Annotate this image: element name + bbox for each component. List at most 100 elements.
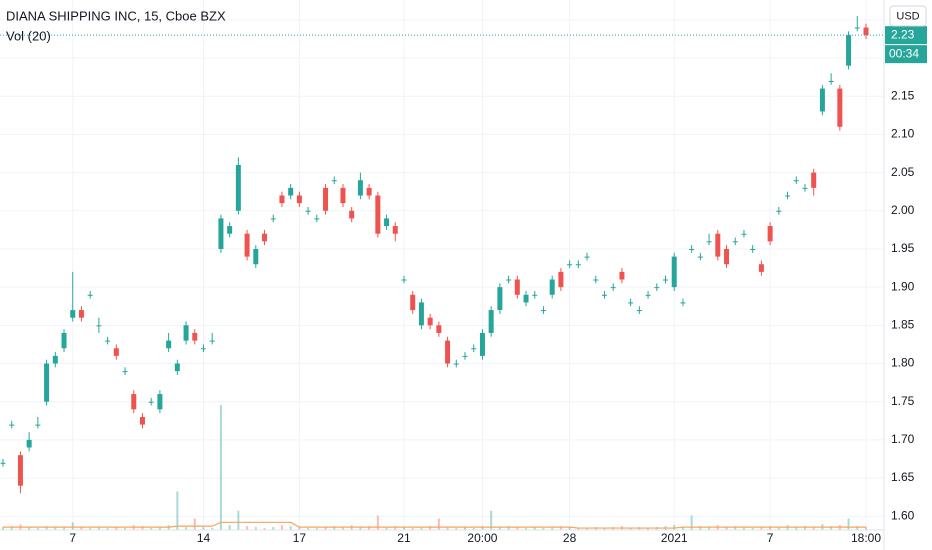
volume-bar [185,527,188,530]
volume-bar [150,528,153,530]
candle-body [776,210,782,212]
candle-body [479,332,485,356]
grid [0,0,884,530]
candle-body [305,210,311,212]
candle-body [497,287,503,311]
volume-bar [734,526,737,530]
candle-body [697,256,703,258]
candle-body [244,233,250,257]
volume-bar [45,526,48,530]
volume-bar [455,528,458,530]
candle-body [758,264,764,272]
candle-body [732,241,738,243]
candle-body [828,80,834,82]
candle-body [680,302,686,304]
candle-body [750,248,756,250]
candle-body [628,302,634,304]
candle-body [567,264,573,266]
candle-body [105,340,111,342]
volume-bar [490,510,493,530]
candle-body [235,164,241,211]
volume-bar [516,527,519,530]
candle-body [706,241,712,243]
x-tick-label: 14 [197,531,211,545]
candle-body [601,294,607,296]
y-tick-label: 1.95 [891,241,915,255]
volume-bar [681,527,684,530]
candle-body [436,325,442,333]
candle-body [636,310,642,312]
candle-body [549,279,555,295]
currency-box[interactable] [889,5,927,27]
candle-body [131,394,137,410]
candle-body [401,279,407,281]
volume-bar [115,527,118,530]
volume-bar [341,527,344,530]
candle-body [52,355,58,364]
volume-bar [769,526,772,530]
candle-body [392,226,398,234]
volume-bar [211,528,214,530]
candles [0,16,869,494]
candle-body [593,279,599,281]
candle-body [410,294,416,311]
y-tick-label: 1.90 [891,279,915,293]
volume-bar [603,528,606,530]
volume-bar [847,518,850,530]
volume-bar [559,526,562,530]
volume-bar [394,526,397,530]
volume-bar [411,528,414,530]
volume-bar [865,527,867,530]
candle-body [645,294,651,296]
volume-bar [228,525,231,530]
volume-bar [533,527,536,530]
volume-bar [830,526,833,530]
y-tick-label: 2.15 [891,88,915,102]
volume-bar [63,527,66,530]
volume-bar [777,527,780,530]
candle-body [122,371,128,373]
y-tick-label: 2.10 [891,127,915,141]
volume-bar [429,526,432,530]
candle-body [35,424,41,426]
candle-body [183,325,189,341]
x-tick-label: 17 [293,531,307,545]
candle-body [270,218,276,220]
volume-bar [28,527,31,530]
volume-bar [333,526,336,530]
y-tick-label: 1.70 [891,432,915,446]
currency: USD [896,10,919,22]
candle-body [384,218,390,227]
volume-bar [202,527,205,530]
candle-body [575,264,581,266]
candle-body [837,88,843,127]
last-price-badge [885,26,927,45]
y-tick-label: 1.65 [891,470,915,484]
volume-bar [158,527,161,530]
candle-body [44,363,50,402]
volume-pane [2,405,867,530]
countdown-badge [885,45,927,64]
chart-title: DIANA SHIPPING INC, 15, Cboe BZX [6,8,226,23]
volume-bar [246,526,249,530]
countdown-label: 00:34 [889,46,919,60]
volume-bar [10,526,13,530]
candle-body [846,35,852,66]
candle-body [506,279,512,281]
volume-bar [542,528,545,530]
volume-bar [708,527,711,530]
volume-bar [54,527,57,530]
candle-body [200,348,206,350]
candle-body [70,310,76,318]
candle-body [26,439,32,448]
candle-body [209,340,215,342]
candle-body [314,218,320,220]
x-tick-label: 18:00 [851,531,881,545]
volume-bar [376,515,379,530]
candle-body [323,187,329,211]
candle-body [279,195,285,204]
volume-bar [237,510,240,530]
candle-body [811,172,817,188]
volume-bar [280,525,283,530]
candle-body [174,363,180,372]
